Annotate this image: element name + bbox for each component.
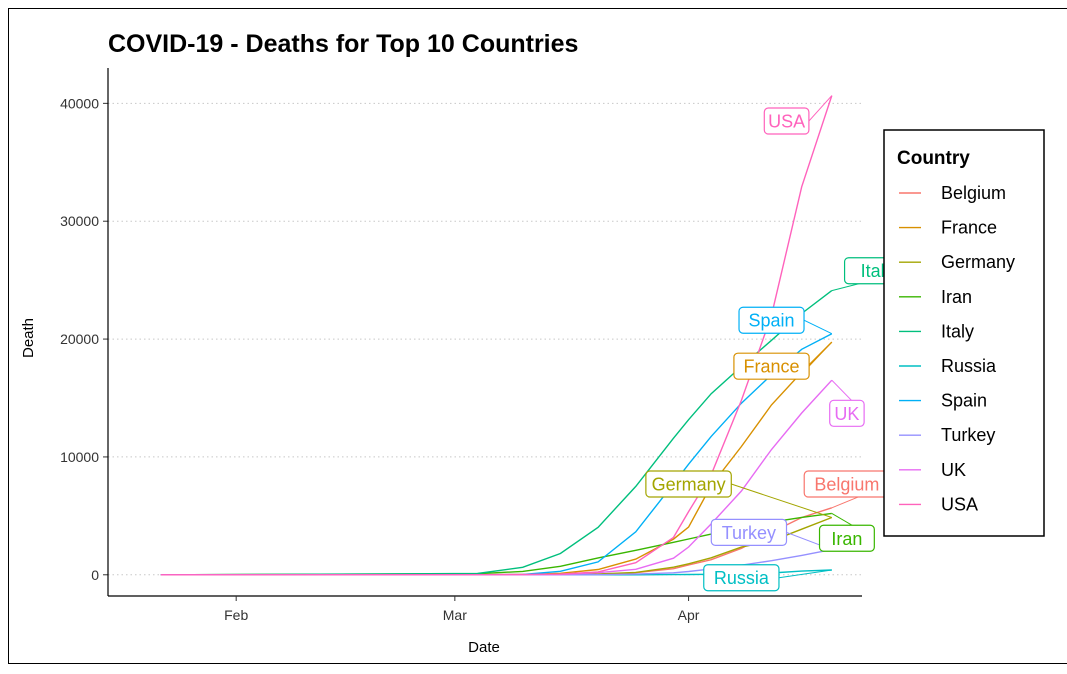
x-tick-label: Feb xyxy=(224,607,248,623)
y-tick-label: 10000 xyxy=(60,449,99,465)
series-label-box-russia xyxy=(703,564,780,592)
legend-label-france: France xyxy=(941,218,997,238)
legend-label-usa: USA xyxy=(941,494,978,514)
series-label-iran: Iran xyxy=(831,529,862,549)
series-label-france: France xyxy=(744,357,800,377)
series-label-germany: Germany xyxy=(652,475,726,495)
grid xyxy=(108,102,862,576)
legend-label-belgium: Belgium xyxy=(941,183,1006,203)
legend-label-italy: Italy xyxy=(941,321,974,341)
legend: Country Belgium France Germany Iran Italy Rus… xyxy=(883,129,1045,537)
legend-label-turkey: Turkey xyxy=(941,425,995,445)
series-label-spain: Spain xyxy=(748,311,794,331)
series-label-box-uk xyxy=(829,399,865,427)
x-tick-label: Apr xyxy=(678,607,700,623)
series-label-box-usa xyxy=(763,107,810,135)
legend-label-iran: Iran xyxy=(941,287,972,307)
series-label-russia: Russia xyxy=(714,568,770,588)
legend-title: Country xyxy=(897,148,970,169)
series-label-box-iran xyxy=(818,524,875,552)
legend-items: Belgium France Germany Iran Italy Russia Spain… xyxy=(899,183,1015,514)
y-tick-label: 0 xyxy=(91,567,99,583)
series-label-box-france xyxy=(733,352,810,380)
label-leader-france xyxy=(808,341,833,367)
y-tick-label: 20000 xyxy=(60,331,99,347)
legend-label-uk: UK xyxy=(941,460,966,480)
legend-label-spain: Spain xyxy=(941,391,987,411)
label-leader-russia xyxy=(778,569,832,579)
x-axis-title: Date xyxy=(468,639,500,656)
legend-label-germany: Germany xyxy=(941,252,1015,272)
series-label-box-turkey xyxy=(710,518,788,546)
series-label-usa: USA xyxy=(768,112,805,132)
label-leader-spain xyxy=(803,319,833,335)
x-tick-label: Mar xyxy=(443,607,467,623)
series-label-belgium: Belgium xyxy=(814,475,879,495)
chart-title: COVID-19 - Deaths for Top 10 Countries xyxy=(108,30,578,58)
label-leader-germany xyxy=(731,483,832,518)
series-label-turkey: Turkey xyxy=(722,523,776,543)
series-line-italy xyxy=(160,290,833,576)
series-label-box-germany xyxy=(645,470,732,498)
series-label-box-spain xyxy=(738,306,805,334)
series-label-uk: UK xyxy=(834,404,859,424)
legend-box xyxy=(883,129,1045,537)
axes: 0 10000 20000 30000 40000 Feb Mar Apr xyxy=(60,68,862,623)
series-lines xyxy=(160,95,833,576)
label-leader-usa xyxy=(808,95,833,122)
y-tick-label: 40000 xyxy=(60,95,99,111)
y-axis-title: Death xyxy=(20,318,37,358)
legend-label-russia: Russia xyxy=(941,356,997,376)
y-tick-label: 30000 xyxy=(60,213,99,229)
